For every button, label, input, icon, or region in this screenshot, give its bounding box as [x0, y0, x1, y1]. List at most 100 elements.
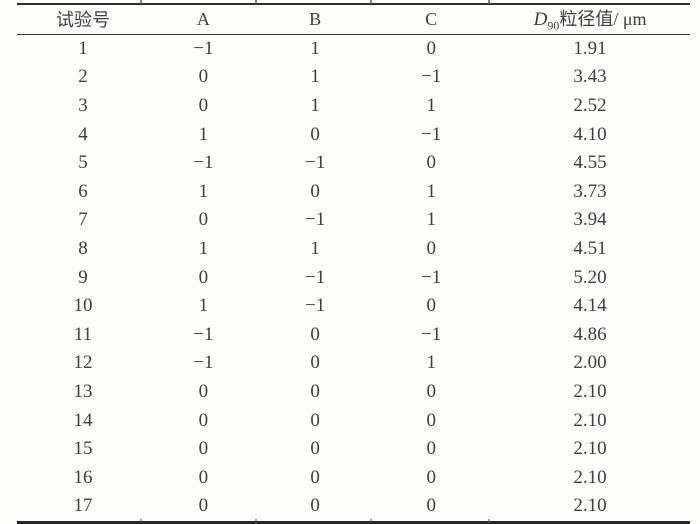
d90-subscript: 90 — [547, 18, 560, 33]
header-d90-value: D90粒径值/ μm — [490, 4, 690, 35]
cell-factor-a: 0 — [198, 495, 209, 517]
cell-factor-b: 1 — [310, 66, 320, 88]
table-row: 5 −1 −1 0 4.55 — [17, 149, 690, 178]
cell-run-number: 7 — [78, 209, 88, 231]
cell-d90-value: 1.91 — [573, 37, 607, 59]
cell-factor-c: 1 — [426, 352, 436, 374]
scan-artifact-tick — [488, 0, 490, 4]
table-row: 16 0 0 0 2.10 — [17, 464, 690, 493]
header-run-number: 试验号 — [17, 4, 149, 35]
cell-factor-c: 0 — [426, 381, 436, 403]
cell-d90-value: 2.10 — [573, 409, 607, 431]
cell-factor-c: 0 — [426, 495, 436, 517]
cell-factor-a: 1 — [198, 180, 209, 202]
table-header: 试验号 A B C D90粒径值/ μm — [17, 4, 690, 35]
table-row: 8 1 1 0 4.51 — [17, 235, 690, 264]
cell-factor-b: 0 — [310, 438, 320, 460]
cell-run-number: 6 — [78, 180, 88, 202]
table-row: 2 0 1 −1 3.43 — [17, 63, 690, 92]
cell-factor-a: 1 — [198, 123, 209, 145]
cell-factor-a: 0 — [198, 209, 209, 231]
cell-factor-b: −1 — [305, 152, 326, 174]
header-factor-c: C — [372, 4, 491, 35]
cell-factor-b: 1 — [310, 37, 320, 59]
cell-factor-b: 0 — [310, 352, 320, 374]
cell-d90-value: 3.73 — [573, 180, 607, 202]
cell-factor-b: 0 — [310, 180, 320, 202]
cell-factor-b: 0 — [310, 381, 320, 403]
cell-factor-c: 0 — [426, 466, 436, 488]
cell-d90-value: 5.20 — [573, 266, 607, 288]
cell-d90-value: 2.10 — [573, 466, 607, 488]
table-row: 12 −1 0 1 2.00 — [17, 349, 690, 378]
table-row: 1 −1 1 0 1.91 — [17, 34, 690, 63]
table-row: 6 1 0 1 3.73 — [17, 178, 690, 207]
scan-artifact-tick — [140, 519, 142, 523]
cell-factor-b: −1 — [305, 266, 326, 288]
cell-run-number: 16 — [73, 466, 93, 488]
table-row: 9 0 −1 −1 5.20 — [17, 263, 690, 292]
cell-factor-c: 1 — [426, 95, 436, 117]
table-row: 10 1 −1 0 4.14 — [17, 292, 690, 321]
cell-factor-c: 1 — [426, 180, 436, 202]
cell-factor-a: 0 — [198, 381, 209, 403]
cell-factor-c: −1 — [421, 123, 442, 145]
header-factor-a: A — [148, 4, 258, 35]
cell-factor-c: 0 — [426, 438, 436, 460]
cell-run-number: 1 — [78, 37, 88, 59]
cell-run-number: 4 — [78, 123, 88, 145]
cell-factor-a: 0 — [198, 409, 209, 431]
cell-factor-b: 0 — [310, 495, 320, 517]
cell-factor-a: 0 — [198, 438, 209, 460]
cell-d90-value: 4.10 — [573, 123, 607, 145]
cell-factor-a: 0 — [198, 95, 209, 117]
cell-d90-value: 3.94 — [573, 209, 607, 231]
cell-run-number: 12 — [73, 352, 93, 374]
cell-factor-c: −1 — [421, 323, 442, 345]
cell-factor-a: 1 — [198, 295, 209, 317]
cell-d90-value: 2.52 — [573, 95, 607, 117]
cell-run-number: 11 — [73, 323, 93, 345]
cell-d90-value: 2.10 — [573, 381, 607, 403]
cell-run-number: 13 — [73, 381, 93, 403]
cell-d90-value: 4.55 — [573, 152, 607, 174]
cell-factor-c: 1 — [426, 209, 436, 231]
scan-artifact-tick — [140, 0, 142, 4]
cell-factor-b: 1 — [310, 95, 320, 117]
cell-run-number: 9 — [78, 266, 88, 288]
cell-factor-b: 0 — [310, 409, 320, 431]
experiment-design-table: 试验号 A B C D90粒径值/ μm 1 −1 1 0 1.91 2 0 1 −1 3.43 3… — [17, 3, 690, 524]
cell-factor-c: −1 — [421, 66, 442, 88]
cell-factor-a: 0 — [198, 66, 209, 88]
table-body: 1 −1 1 0 1.91 2 0 1 −1 3.43 3 0 1 1 2.52 4 1 0 −1 4.10 5 −1 −1… — [17, 34, 690, 522]
d90-symbol: D — [533, 9, 548, 30]
table-row: 15 0 0 0 2.10 — [17, 435, 690, 464]
cell-factor-b: 0 — [310, 466, 320, 488]
cell-run-number: 15 — [73, 438, 93, 460]
table-row: 17 0 0 0 2.10 — [17, 492, 690, 522]
table-row: 14 0 0 0 2.10 — [17, 406, 690, 435]
scan-artifact-tick — [370, 0, 372, 4]
cell-run-number: 2 — [78, 66, 88, 88]
cell-factor-a: −1 — [193, 37, 214, 59]
cell-factor-c: 0 — [426, 238, 436, 260]
cell-factor-a: −1 — [193, 352, 214, 374]
header-factor-b: B — [257, 4, 373, 35]
cell-d90-value: 2.10 — [573, 495, 607, 517]
cell-d90-value: 4.86 — [573, 323, 607, 345]
cell-factor-b: 0 — [310, 123, 320, 145]
scan-artifact-tick — [255, 519, 257, 523]
cell-d90-value: 2.10 — [573, 438, 607, 460]
cell-factor-c: 0 — [426, 409, 436, 431]
d90-label-suffix: 粒径值/ μm — [559, 9, 647, 29]
cell-factor-a: 0 — [198, 466, 209, 488]
scan-artifact-tick — [255, 0, 257, 4]
cell-factor-a: 0 — [198, 266, 209, 288]
cell-factor-c: 0 — [426, 37, 436, 59]
cell-factor-b: 1 — [310, 238, 320, 260]
table-row: 7 0 −1 1 3.94 — [17, 206, 690, 235]
cell-factor-b: 0 — [310, 323, 320, 345]
cell-d90-value: 3.43 — [573, 66, 607, 88]
table-row: 11 −1 0 −1 4.86 — [17, 321, 690, 350]
cell-factor-b: −1 — [305, 295, 326, 317]
